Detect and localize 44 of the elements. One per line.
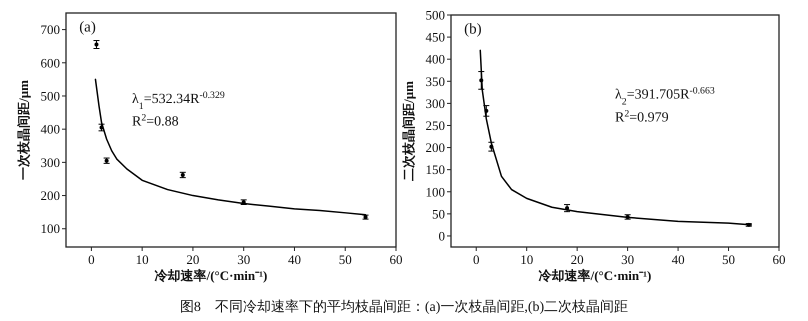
x-tick-label: 50 <box>338 252 352 267</box>
y-tick-label: 150 <box>426 162 445 178</box>
y-tick-label: 0 <box>438 228 445 244</box>
y-tick-label: 400 <box>426 52 445 67</box>
x-tick-label: 40 <box>672 252 685 267</box>
y-tick-label: 50 <box>432 206 445 222</box>
x-tick-label: 10 <box>520 252 534 267</box>
annotation: (a) <box>79 20 96 36</box>
annotation: λ$_{1}$=532.34R$^{-0.329}$ <box>132 90 225 112</box>
y-tick-label: 300 <box>40 154 60 170</box>
x-tick-label: 40 <box>288 252 301 267</box>
y-tick-label: 200 <box>40 188 60 204</box>
x-tick-label: 50 <box>722 252 736 267</box>
x-tick-label: 60 <box>390 252 402 267</box>
annotation: R$^{2}$=0.88 <box>132 112 179 130</box>
x-tick-label: 20 <box>186 252 200 267</box>
x-axis-title: 冷却速率/(°C·min⁻¹) <box>538 268 652 283</box>
y-tick-label: 350 <box>426 74 445 89</box>
y-tick-label: 100 <box>426 184 445 200</box>
x-tick-label: 30 <box>237 252 250 267</box>
annotation: R$^{2}$=0.979 <box>615 108 669 126</box>
y-tick-label: 500 <box>40 88 60 104</box>
y-tick-label: 600 <box>40 55 60 70</box>
point <box>94 42 98 47</box>
x-tick-label: 20 <box>570 252 584 267</box>
x-tick-label: 30 <box>621 252 634 267</box>
x-tick-label: 10 <box>136 252 149 267</box>
caption: 图8 不同冷却速率下的平均枝晶间距：(a)一次枝晶间距,(b)二次枝晶间距 <box>180 299 628 315</box>
x-axis-title: 冷却速率/(°C·min⁻¹) <box>154 268 268 283</box>
y-axis-title: 二次枝晶间距/μm <box>401 80 416 181</box>
y-tick-label: 200 <box>426 140 445 156</box>
annotation: λ$_{2}$=391.705R$^{-0.663}$ <box>615 85 715 108</box>
y-tick-label: 100 <box>40 221 60 236</box>
x-tick-label: 0 <box>472 252 480 267</box>
y-tick-label: 500 <box>426 8 445 22</box>
x-tick-label: 60 <box>772 252 786 267</box>
y-tick-label: 400 <box>40 122 60 137</box>
y-axis-title: 一次枝晶间距/μm <box>16 80 31 180</box>
annotation: (b) <box>464 22 482 38</box>
y-tick-label: 700 <box>40 22 60 38</box>
y-tick-label: 450 <box>426 30 445 45</box>
y-tick-label: 250 <box>426 118 445 133</box>
x-tick-label: 0 <box>88 252 95 267</box>
y-tick-label: 300 <box>426 96 445 111</box>
